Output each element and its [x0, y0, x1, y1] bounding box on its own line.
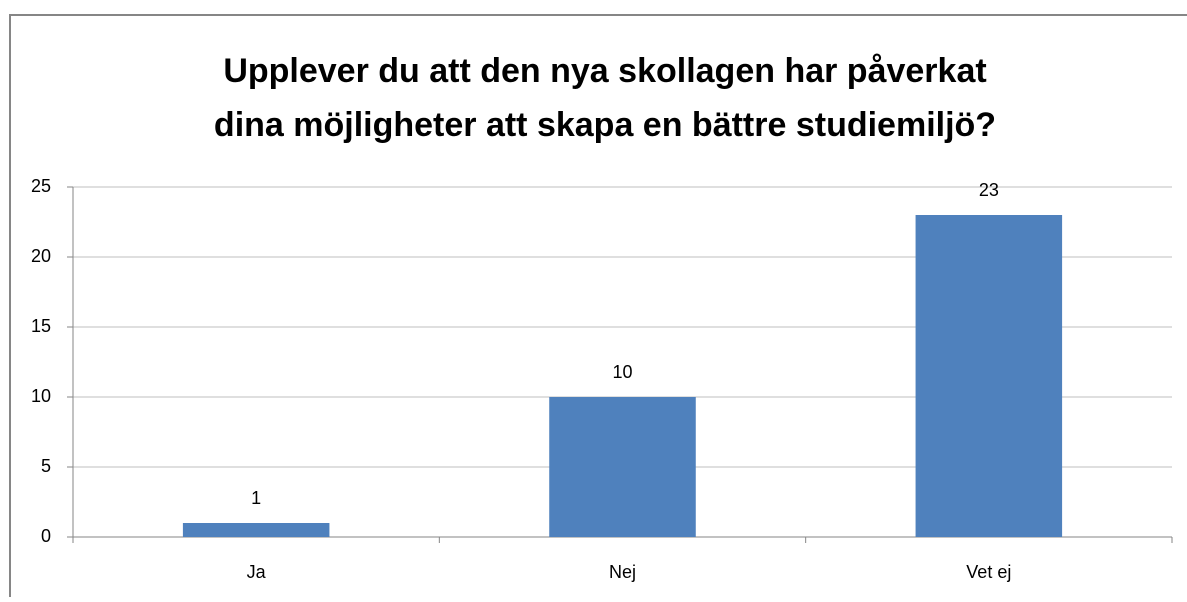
y-tick-label: 5 [41, 456, 51, 476]
bar [549, 397, 696, 537]
x-tick-label: Nej [609, 562, 636, 582]
chart-title: Upplever du att den nya skollagen har på… [223, 52, 986, 90]
y-tick-label: 0 [41, 526, 51, 546]
x-tick-label: Vet ej [966, 562, 1011, 582]
y-tick-label: 10 [31, 386, 51, 406]
data-label: 1 [251, 488, 261, 508]
y-tick-label: 20 [31, 246, 51, 266]
bar [182, 523, 330, 537]
data-label: 10 [612, 362, 632, 382]
data-label: 23 [979, 180, 999, 200]
chart-title: dina möjligheter att skapa en bättre stu… [214, 106, 996, 144]
bar [915, 215, 1063, 537]
x-tick-label: Ja [247, 562, 267, 582]
y-tick-label: 15 [31, 316, 51, 336]
y-tick-label: 25 [31, 176, 51, 196]
